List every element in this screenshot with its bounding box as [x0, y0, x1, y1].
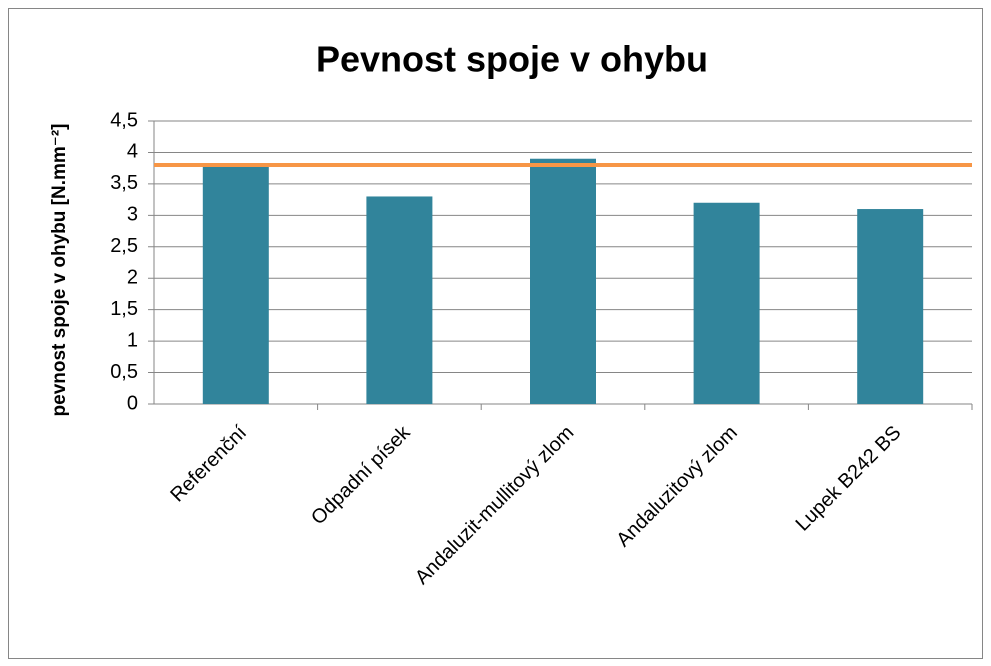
- y-tick-label: 4: [127, 141, 138, 163]
- bar: [530, 158, 596, 404]
- chart-title: Pevnost spoje v ohybu: [316, 39, 708, 80]
- chart-border: [8, 8, 983, 659]
- y-tick-label: 2,5: [110, 235, 138, 257]
- bar: [857, 209, 924, 404]
- y-tick-label: 0,5: [110, 361, 138, 383]
- y-axis-label: pevnost spoje v ohybu [N.mm⁻²]: [49, 124, 70, 417]
- y-tick-label: 1: [127, 329, 138, 351]
- bar: [366, 196, 433, 404]
- y-tick-label: 4,5: [110, 109, 138, 131]
- y-tick-label: 0: [127, 392, 138, 414]
- y-tick-label: 3: [127, 204, 138, 226]
- y-tick-label: 1,5: [110, 298, 138, 320]
- y-tick-label: 2: [127, 267, 138, 289]
- bar: [693, 202, 760, 404]
- bar: [202, 165, 269, 404]
- y-tick-label: 3,5: [110, 172, 138, 194]
